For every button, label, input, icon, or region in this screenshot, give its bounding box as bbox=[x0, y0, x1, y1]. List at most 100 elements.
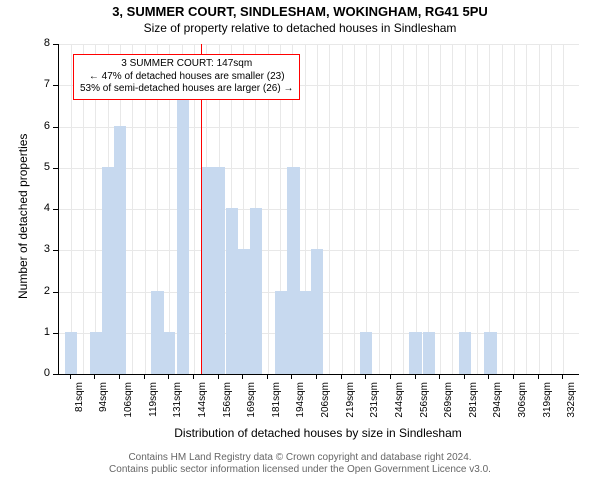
x-tick bbox=[488, 374, 489, 379]
x-tick bbox=[415, 374, 416, 379]
footer-line-1: Contains HM Land Registry data © Crown c… bbox=[0, 452, 600, 464]
annotation-callout: 3 SUMMER COURT: 147sqm← 47% of detached … bbox=[73, 54, 300, 100]
grid-line-v bbox=[563, 44, 564, 374]
annotation-line: 53% of semi-detached houses are larger (… bbox=[80, 83, 293, 96]
x-tick bbox=[267, 374, 268, 379]
x-tick bbox=[291, 374, 292, 379]
x-tick bbox=[70, 374, 71, 379]
grid-line-v-minor bbox=[452, 44, 453, 374]
histogram-bar bbox=[212, 167, 224, 374]
x-tick-label: 294sqm bbox=[492, 382, 503, 432]
x-tick bbox=[316, 374, 317, 379]
histogram-bar bbox=[287, 167, 299, 374]
x-tick bbox=[365, 374, 366, 379]
histogram-bar bbox=[409, 332, 421, 374]
histogram-bar bbox=[201, 167, 213, 374]
x-tick bbox=[119, 374, 120, 379]
x-tick-label: 206sqm bbox=[320, 382, 331, 432]
histogram-bar bbox=[151, 291, 163, 375]
y-tick bbox=[53, 85, 58, 86]
x-tick-label: 319sqm bbox=[542, 382, 553, 432]
x-tick bbox=[94, 374, 95, 379]
chart-title: 3, SUMMER COURT, SINDLESHAM, WOKINGHAM, … bbox=[0, 0, 600, 19]
grid-line-v-minor bbox=[379, 44, 380, 374]
x-tick-label: 144sqm bbox=[197, 382, 208, 432]
histogram-bar bbox=[114, 126, 126, 375]
footer-attribution: Contains HM Land Registry data © Crown c… bbox=[0, 452, 600, 476]
x-tick-label: 156sqm bbox=[222, 382, 233, 432]
y-tick bbox=[53, 374, 58, 375]
x-tick bbox=[193, 374, 194, 379]
histogram-bar bbox=[423, 332, 435, 374]
grid-line-v-minor bbox=[329, 44, 330, 374]
y-tick-label: 6 bbox=[34, 120, 50, 132]
y-tick bbox=[53, 292, 58, 293]
grid-line-v bbox=[71, 44, 72, 374]
x-tick-label: 281sqm bbox=[468, 382, 479, 432]
x-tick bbox=[439, 374, 440, 379]
y-tick-label: 2 bbox=[34, 285, 50, 297]
histogram-bar bbox=[102, 167, 114, 374]
x-tick bbox=[390, 374, 391, 379]
y-tick bbox=[53, 333, 58, 334]
y-tick-label: 5 bbox=[34, 161, 50, 173]
y-tick bbox=[53, 250, 58, 251]
histogram-bar bbox=[311, 249, 323, 374]
histogram-bar bbox=[275, 291, 287, 375]
grid-line-v bbox=[465, 44, 466, 374]
histogram-bar bbox=[65, 332, 77, 374]
histogram-bar bbox=[250, 208, 262, 374]
grid-line-v bbox=[489, 44, 490, 374]
grid-line-v-minor bbox=[502, 44, 503, 374]
grid-line-v bbox=[391, 44, 392, 374]
x-tick-label: 181sqm bbox=[271, 382, 282, 432]
x-tick-label: 131sqm bbox=[172, 382, 183, 432]
y-tick bbox=[53, 209, 58, 210]
x-tick-label: 194sqm bbox=[295, 382, 306, 432]
y-tick bbox=[53, 168, 58, 169]
grid-line-v bbox=[440, 44, 441, 374]
histogram-bar bbox=[90, 332, 102, 374]
footer-line-2: Contains public sector information licen… bbox=[0, 464, 600, 476]
grid-line-v-minor bbox=[477, 44, 478, 374]
histogram-bar bbox=[299, 291, 311, 375]
grid-line-v bbox=[539, 44, 540, 374]
x-tick-label: 256sqm bbox=[419, 382, 430, 432]
x-tick-label: 231sqm bbox=[369, 382, 380, 432]
grid-line-v bbox=[342, 44, 343, 374]
y-axis-label: Number of detached properties bbox=[16, 134, 30, 299]
y-tick-label: 0 bbox=[34, 367, 50, 379]
grid-line-v-minor bbox=[354, 44, 355, 374]
x-tick-label: 81sqm bbox=[74, 382, 85, 432]
x-tick-label: 332sqm bbox=[566, 382, 577, 432]
y-tick bbox=[53, 44, 58, 45]
x-tick bbox=[144, 374, 145, 379]
grid-line-v-minor bbox=[428, 44, 429, 374]
x-tick-label: 244sqm bbox=[394, 382, 405, 432]
chart-subtitle: Size of property relative to detached ho… bbox=[0, 19, 600, 35]
x-tick-label: 119sqm bbox=[148, 382, 159, 432]
x-tick-label: 169sqm bbox=[246, 382, 257, 432]
x-tick bbox=[538, 374, 539, 379]
x-tick-label: 94sqm bbox=[98, 382, 109, 432]
chart-container: { "title": "3, SUMMER COURT, SINDLESHAM,… bbox=[0, 0, 600, 500]
histogram-bar bbox=[226, 208, 238, 374]
grid-line-v-minor bbox=[551, 44, 552, 374]
histogram-bar bbox=[459, 332, 471, 374]
annotation-line: 3 SUMMER COURT: 147sqm bbox=[80, 58, 293, 71]
x-tick bbox=[562, 374, 563, 379]
plot-area: 3 SUMMER COURT: 147sqm← 47% of detached … bbox=[58, 44, 579, 375]
histogram-bar bbox=[163, 332, 175, 374]
grid-line-v bbox=[416, 44, 417, 374]
y-tick-label: 1 bbox=[34, 326, 50, 338]
x-tick bbox=[464, 374, 465, 379]
histogram-bar bbox=[177, 84, 189, 374]
x-tick bbox=[341, 374, 342, 379]
x-tick-label: 306sqm bbox=[517, 382, 528, 432]
y-tick-label: 3 bbox=[34, 243, 50, 255]
histogram-bar bbox=[484, 332, 496, 374]
histogram-bar bbox=[360, 332, 372, 374]
grid-line-v-minor bbox=[526, 44, 527, 374]
y-tick-label: 4 bbox=[34, 202, 50, 214]
x-tick bbox=[242, 374, 243, 379]
